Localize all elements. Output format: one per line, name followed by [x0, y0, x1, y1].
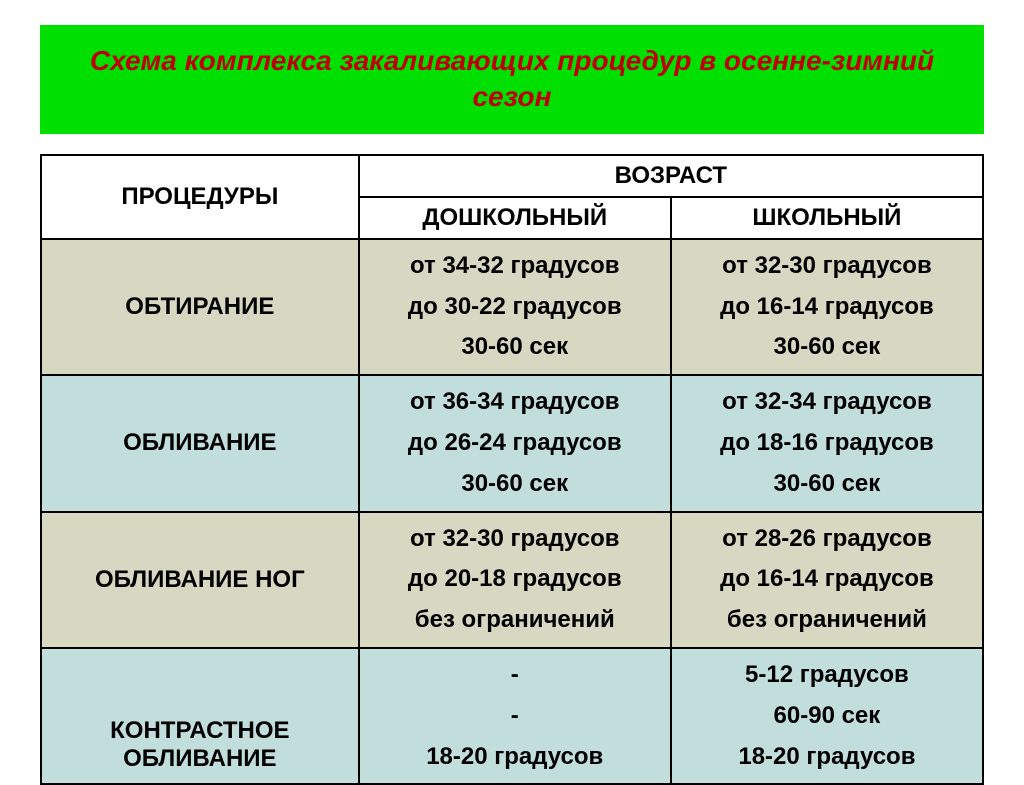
- cell-line: от 32-30 градусов: [680, 246, 974, 287]
- cell-line: без ограничений: [368, 600, 662, 641]
- cell-school: 5-12 градусов60-90 сек18-20 градусов: [671, 648, 983, 784]
- cell-line: до 16-14 градусов: [680, 559, 974, 600]
- cell-preschool: от 36-34 градусовдо 26-24 градусов30-60 …: [359, 375, 671, 511]
- procedure-label: ОБТИРАНИЕ: [41, 239, 359, 375]
- cell-school: от 32-30 градусовдо 16-14 градусов30-60 …: [671, 239, 983, 375]
- cell-line: 30-60 сек: [680, 327, 974, 368]
- cell-preschool: --18-20 градусов: [359, 648, 671, 784]
- cell-line: 30-60 сек: [368, 327, 662, 368]
- header-school: ШКОЛЬНЫЙ: [671, 197, 983, 239]
- header-preschool: ДОШКОЛЬНЫЙ: [359, 197, 671, 239]
- table-row: КОНТРАСТНОЕОБЛИВАНИЕ--18-20 градусов5-12…: [41, 648, 983, 784]
- cell-line: до 18-16 градусов: [680, 423, 974, 464]
- cell-line: -: [368, 655, 662, 696]
- cell-line: -: [368, 696, 662, 737]
- cell-preschool: от 34-32 градусовдо 30-22 градусов30-60 …: [359, 239, 671, 375]
- cell-school: от 28-26 градусовдо 16-14 градусовбез ог…: [671, 512, 983, 648]
- procedure-label: ОБЛИВАНИЕ НОГ: [41, 512, 359, 648]
- table-header-row-1: ПРОЦЕДУРЫ ВОЗРАСТ: [41, 155, 983, 197]
- header-age: ВОЗРАСТ: [359, 155, 983, 197]
- cell-line: 30-60 сек: [680, 464, 974, 505]
- table-row: ОБЛИВАНИЕ НОГот 32-30 градусовдо 20-18 г…: [41, 512, 983, 648]
- header-procedures: ПРОЦЕДУРЫ: [41, 155, 359, 239]
- cell-line: от 28-26 градусов: [680, 519, 974, 560]
- cell-line: от 36-34 градусов: [368, 382, 662, 423]
- procedure-label: КОНТРАСТНОЕОБЛИВАНИЕ: [41, 648, 359, 784]
- table-row: ОБТИРАНИЕот 34-32 градусовдо 30-22 граду…: [41, 239, 983, 375]
- cell-line: до 16-14 градусов: [680, 287, 974, 328]
- cell-line: 18-20 градусов: [680, 737, 974, 778]
- procedures-table: ПРОЦЕДУРЫ ВОЗРАСТ ДОШКОЛЬНЫЙ ШКОЛЬНЫЙ ОБ…: [40, 154, 984, 785]
- cell-line: 60-90 сек: [680, 696, 974, 737]
- procedure-label: ОБЛИВАНИЕ: [41, 375, 359, 511]
- cell-school: от 32-34 градусовдо 18-16 градусов30-60 …: [671, 375, 983, 511]
- table-row: ОБЛИВАНИЕот 36-34 градусовдо 26-24 граду…: [41, 375, 983, 511]
- cell-line: от 32-30 градусов: [368, 519, 662, 560]
- title-bar: Схема комплекса закаливающих процедур в …: [40, 25, 984, 134]
- cell-line: до 30-22 градусов: [368, 287, 662, 328]
- cell-line: без ограничений: [680, 600, 974, 641]
- cell-line: до 20-18 градусов: [368, 559, 662, 600]
- cell-line: от 32-34 градусов: [680, 382, 974, 423]
- cell-preschool: от 32-30 градусовдо 20-18 градусовбез ог…: [359, 512, 671, 648]
- cell-line: 30-60 сек: [368, 464, 662, 505]
- cell-line: 5-12 градусов: [680, 655, 974, 696]
- cell-line: 18-20 градусов: [368, 737, 662, 778]
- cell-line: до 26-24 градусов: [368, 423, 662, 464]
- cell-line: от 34-32 градусов: [368, 246, 662, 287]
